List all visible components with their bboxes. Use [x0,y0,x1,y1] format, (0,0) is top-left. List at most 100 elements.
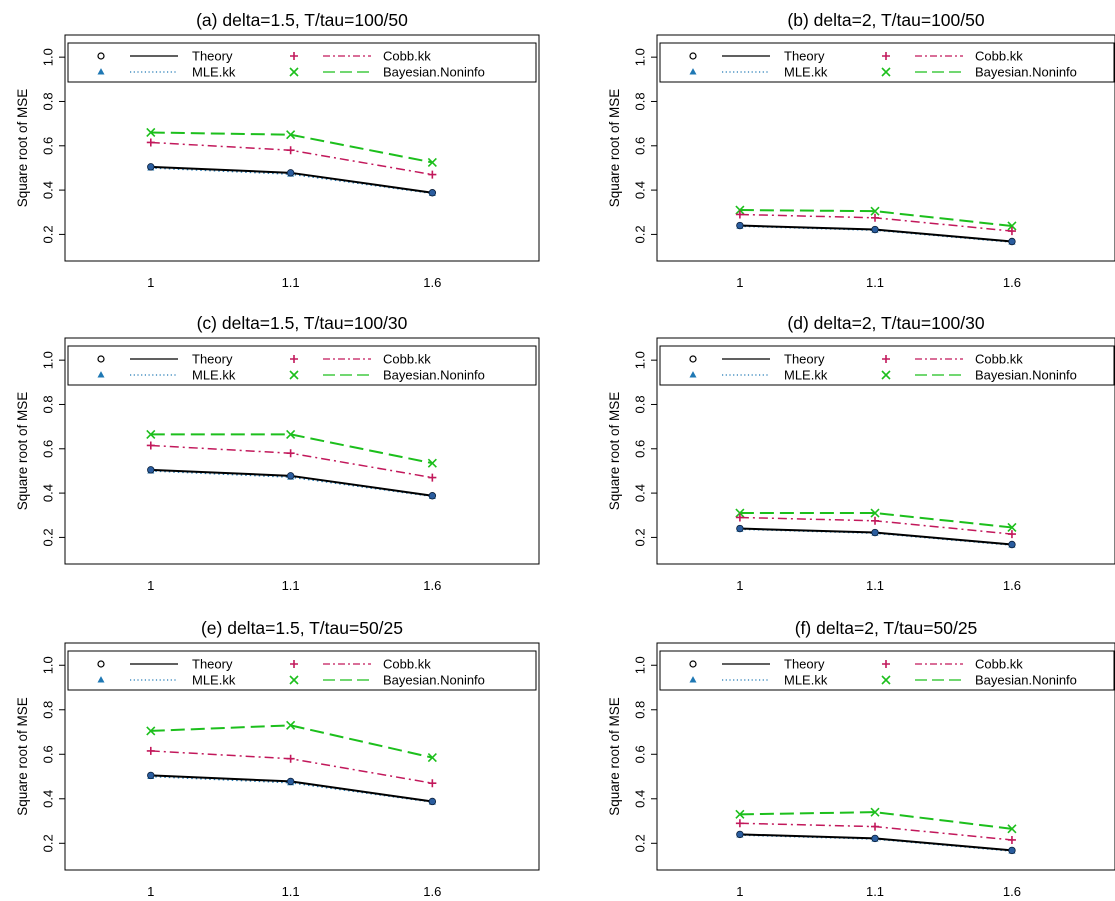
chart-title: (a) delta=1.5, T/tau=100/50 [196,10,408,30]
legend-label-bayes: Bayesian.Noninfo [383,673,485,688]
data-point-theory [736,221,744,230]
legend-marker-bayes [881,67,891,77]
y-tick-label: 0.6 [632,440,647,458]
x-tick-label: 1.1 [866,275,884,290]
legend-marker-theory [97,52,105,60]
data-point-bayes [427,753,437,763]
legend-label-theory: Theory [192,657,233,672]
legend-label-cobb: Cobb.kk [383,49,431,64]
panel-1: (a) delta=1.5, T/tau=100/50 0.2 0.4 0.6 0.8 1… [15,10,540,290]
y-tick-label: 0.8 [632,701,647,719]
legend-label-cobb: Cobb.kk [383,352,431,367]
legend-marker-cobb [290,52,298,60]
legend-label-bayes: Bayesian.Noninfo [975,368,1077,383]
legend-marker-cobb [882,355,890,363]
x-tick-label: 1.1 [282,275,300,290]
y-tick-label: 0.4 [632,484,647,502]
series-line-bayes [150,433,433,465]
legend-marker-bayes [881,370,891,380]
y-axis-label: Square root of MSE [607,697,622,816]
y-tick-label: 0.6 [632,745,647,763]
legend-marker-bayes [289,675,299,685]
legend-marker-theory [97,355,105,363]
legend-marker-cobb [882,52,890,60]
data-point-bayes [735,809,745,819]
data-point-cobb [146,441,155,450]
x-tick-label: 1 [736,884,743,899]
plot-frame [656,34,1115,262]
y-tick-label: 1.0 [40,351,55,369]
y-tick-label: 0.6 [632,137,647,155]
x-tick-label: 1.6 [423,275,441,290]
x-tick-label: 1 [147,884,154,899]
legend-label-theory: Theory [784,352,825,367]
series-line-bayes [150,131,433,164]
y-tick-label: 1.0 [40,656,55,674]
legend-label-cobb: Cobb.kk [975,352,1023,367]
data-point-bayes [1007,522,1017,533]
y-tick-label: 1.0 [632,351,647,369]
panel-5: (e) delta=1.5, T/tau=50/25 0.2 0.4 0.6 0.8 1.… [15,618,540,899]
legend-label-theory: Theory [784,657,825,672]
legend-marker-theory [689,660,697,668]
x-tick-label: 1.1 [866,578,884,593]
y-tick-label: 0.2 [40,528,55,546]
x-tick-label: 1.6 [1003,578,1021,593]
legend-label-mle: MLE.kk [192,368,236,383]
legend-box [659,650,1115,691]
legend-marker-mle [689,676,697,683]
y-tick-label: 0.2 [40,834,55,852]
legend-label-theory: Theory [784,49,825,64]
data-point-bayes [146,429,156,439]
data-point-bayes [286,429,296,439]
data-point-cobb [735,819,744,828]
legend-marker-cobb [290,355,298,363]
legend-box [659,345,1115,386]
plot-frame [64,34,540,262]
data-point-cobb [1007,227,1016,236]
legend-marker-mle [689,371,697,378]
data-point-theory [147,466,155,474]
data-point-cobb [428,170,437,179]
y-tick-label: 0.8 [632,92,647,110]
y-tick-label: 0.8 [40,92,55,110]
data-point-theory [286,777,295,786]
y-tick-label: 0.6 [40,745,55,763]
data-point-bayes [286,720,296,730]
legend-label-bayes: Bayesian.Noninfo [975,65,1077,80]
data-point-bayes [870,508,880,518]
data-point-bayes [735,508,745,518]
chart-title: (d) delta=2, T/tau=100/30 [787,313,984,333]
x-tick-label: 1.1 [866,884,884,899]
y-tick-label: 1.0 [40,48,55,66]
series-line-bayes [739,209,1013,227]
data-point-cobb [428,473,437,482]
y-axis-label: Square root of MSE [15,89,30,208]
legend-marker-mle [97,68,105,75]
data-point-cobb [286,754,295,763]
panel-3: (c) delta=1.5, T/tau=100/30 0.2 0.4 0.6 0.8 1… [15,313,540,593]
data-point-bayes [870,807,880,817]
y-tick-label: 0.8 [40,701,55,719]
y-tick-label: 0.4 [40,484,55,502]
legend-marker-theory [689,355,697,363]
legend-label-mle: MLE.kk [784,65,828,80]
y-tick-label: 0.8 [40,395,55,413]
data-point-cobb [1007,835,1016,844]
x-tick-label: 1.6 [1003,275,1021,290]
y-tick-label: 0.2 [632,225,647,243]
legend-label-bayes: Bayesian.Noninfo [383,65,485,80]
legend-label-mle: MLE.kk [784,673,828,688]
legend-label-mle: MLE.kk [192,65,236,80]
data-point-theory [286,169,295,177]
y-tick-label: 0.2 [632,528,647,546]
data-point-theory [428,797,437,806]
data-point-theory [1008,846,1016,855]
y-axis-label: Square root of MSE [607,89,622,208]
series-line-bayes [150,724,433,759]
data-point-cobb [146,138,155,147]
